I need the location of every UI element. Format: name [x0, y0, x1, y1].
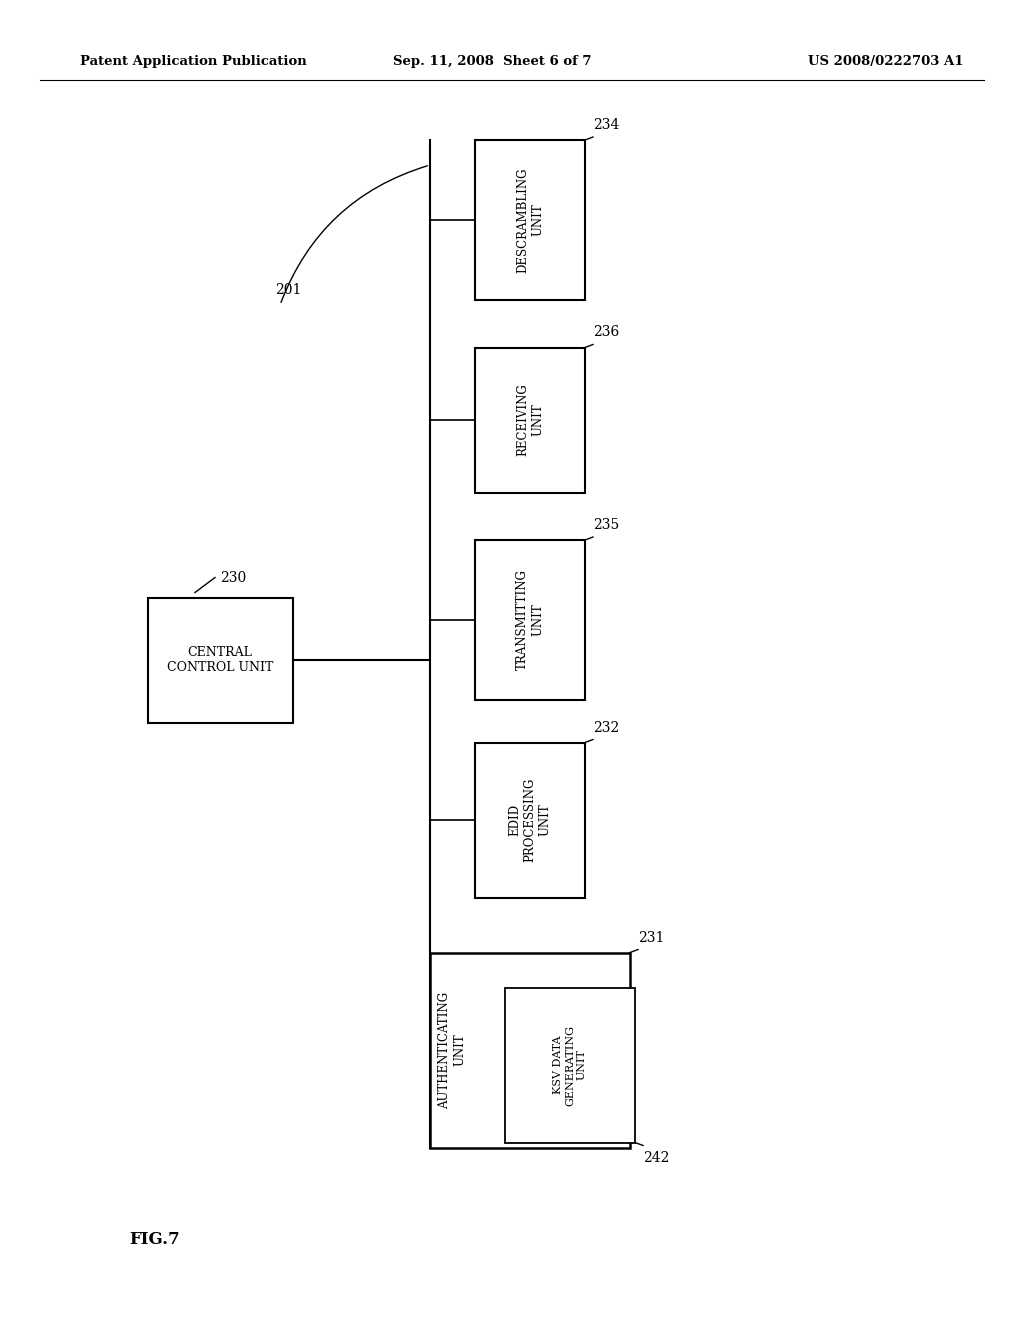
Text: DESCRAMBLING
UNIT: DESCRAMBLING UNIT	[516, 168, 544, 273]
Text: AUTHENTICATING
UNIT: AUTHENTICATING UNIT	[438, 991, 466, 1109]
Text: 236: 236	[593, 326, 620, 339]
Text: 231: 231	[638, 931, 665, 945]
Text: 234: 234	[593, 117, 620, 132]
Text: RECEIVING
UNIT: RECEIVING UNIT	[516, 384, 544, 457]
Bar	[475, 742, 585, 898]
Text: TRANSMITTING
UNIT: TRANSMITTING UNIT	[516, 569, 544, 671]
Bar	[475, 140, 585, 300]
Text: 232: 232	[593, 721, 620, 734]
Text: 230: 230	[220, 570, 246, 585]
Text: CENTRAL
CONTROL UNIT: CENTRAL CONTROL UNIT	[167, 645, 273, 675]
Bar	[147, 598, 293, 722]
Text: 235: 235	[593, 517, 620, 532]
Text: Patent Application Publication: Patent Application Publication	[80, 55, 307, 69]
Text: FIG.7: FIG.7	[130, 1232, 180, 1249]
Text: 201: 201	[275, 282, 301, 297]
Bar	[475, 540, 585, 700]
Text: 242: 242	[643, 1151, 670, 1164]
Bar	[430, 953, 630, 1147]
Text: EDID
PROCESSING
UNIT: EDID PROCESSING UNIT	[509, 777, 552, 862]
Text: US 2008/0222703 A1: US 2008/0222703 A1	[809, 55, 964, 69]
Text: KSV DATA
GENERATING
UNIT: KSV DATA GENERATING UNIT	[553, 1024, 587, 1106]
Bar	[505, 987, 635, 1143]
Bar	[475, 347, 585, 492]
Text: Sep. 11, 2008  Sheet 6 of 7: Sep. 11, 2008 Sheet 6 of 7	[393, 55, 591, 69]
